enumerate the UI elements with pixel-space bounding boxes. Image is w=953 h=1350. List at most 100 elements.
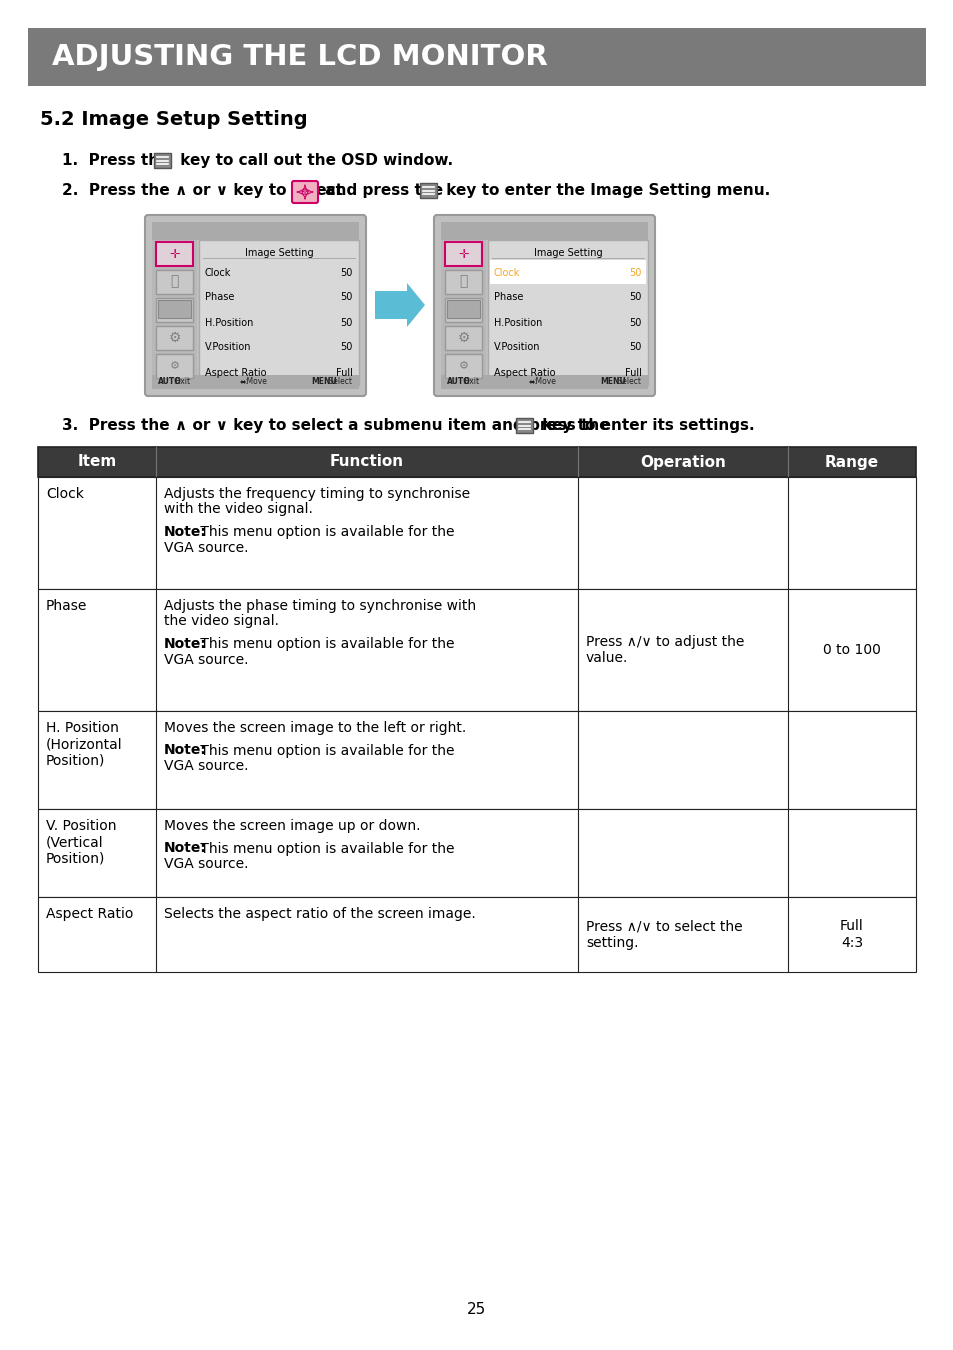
Text: Note:: Note: (164, 744, 207, 757)
Text: V.Position: V.Position (494, 343, 540, 352)
Bar (156, 325, 193, 350)
Text: V. Position
(Vertical
Position): V. Position (Vertical Position) (46, 819, 116, 865)
Text: VGA source.: VGA source. (164, 652, 248, 667)
Bar (447, 300, 479, 319)
Polygon shape (375, 284, 424, 327)
Text: MENU: MENU (599, 378, 625, 386)
Text: Phase: Phase (46, 599, 88, 613)
Text: 0 to 100: 0 to 100 (822, 643, 880, 657)
Bar (38, 896, 915, 972)
Text: Note:: Note: (164, 637, 207, 651)
Text: AUTO: AUTO (447, 378, 470, 386)
Bar (440, 375, 647, 389)
Text: key to call out the OSD window.: key to call out the OSD window. (174, 153, 453, 167)
Text: Full: Full (624, 367, 641, 378)
Bar (38, 711, 915, 809)
Text: H.Position: H.Position (494, 317, 542, 328)
Text: ⛹: ⛹ (458, 274, 467, 288)
Text: ⚙: ⚙ (168, 331, 180, 346)
Bar (156, 270, 193, 294)
Text: Aspect Ratio: Aspect Ratio (46, 907, 133, 921)
Text: ADJUSTING THE LCD MONITOR: ADJUSTING THE LCD MONITOR (52, 43, 547, 72)
Text: Image Setting: Image Setting (244, 248, 313, 258)
Bar (38, 589, 915, 711)
Text: ⚙: ⚙ (458, 360, 468, 371)
Text: 5.2 Image Setup Setting: 5.2 Image Setup Setting (40, 109, 307, 130)
Text: H.Position: H.Position (205, 317, 253, 328)
Text: This menu option is available for the: This menu option is available for the (196, 637, 455, 651)
Bar (38, 809, 915, 896)
Text: ⚙: ⚙ (456, 331, 469, 346)
Text: VGA source.: VGA source. (164, 540, 248, 555)
Bar (38, 477, 915, 589)
Text: 1.  Press the: 1. Press the (62, 153, 174, 167)
Text: 25: 25 (467, 1303, 486, 1318)
Bar (38, 447, 915, 477)
Text: Press ∧/∨ to adjust the
value.: Press ∧/∨ to adjust the value. (585, 634, 743, 666)
Text: Clock: Clock (494, 267, 519, 278)
Bar (444, 298, 481, 323)
Text: 3.  Press the ∧ or ∨ key to select a submenu item and press the: 3. Press the ∧ or ∨ key to select a subm… (62, 418, 615, 433)
Text: Range: Range (824, 455, 878, 470)
Text: Item: Item (77, 455, 116, 470)
Text: ⬌: ⬌ (240, 378, 246, 386)
Text: ⛹: ⛹ (171, 274, 178, 288)
FancyBboxPatch shape (434, 215, 655, 396)
Text: Operation: Operation (639, 455, 725, 470)
Text: 50: 50 (629, 343, 641, 352)
Text: AUTO: AUTO (158, 378, 182, 386)
Text: MENU: MENU (311, 378, 336, 386)
Bar (156, 298, 193, 323)
Bar (199, 240, 358, 385)
Text: VGA source.: VGA source. (164, 857, 248, 871)
Text: Note:: Note: (164, 525, 207, 539)
Text: 50: 50 (340, 317, 353, 328)
Text: Adjusts the frequency timing to synchronise: Adjusts the frequency timing to synchron… (164, 487, 470, 501)
Text: :Exit: :Exit (461, 378, 478, 386)
Bar (152, 375, 358, 389)
Text: Aspect Ratio: Aspect Ratio (205, 367, 266, 378)
Bar (516, 418, 533, 433)
Text: ⚙: ⚙ (170, 360, 179, 371)
Bar (490, 261, 645, 284)
Text: Clock: Clock (205, 267, 232, 278)
Text: 50: 50 (629, 293, 641, 302)
Text: VGA source.: VGA source. (164, 759, 248, 774)
Text: and press the: and press the (319, 184, 448, 198)
Text: Clock: Clock (46, 487, 84, 501)
Text: :Move: :Move (532, 378, 555, 386)
Text: Phase: Phase (494, 293, 523, 302)
Bar (156, 354, 193, 378)
Bar (444, 242, 481, 266)
Text: :Select: :Select (615, 378, 640, 386)
Text: :Exit: :Exit (173, 378, 191, 386)
Text: with the video signal.: with the video signal. (164, 502, 313, 517)
Text: This menu option is available for the: This menu option is available for the (196, 525, 455, 539)
Text: Adjusts the phase timing to synchronise with: Adjusts the phase timing to synchronise … (164, 599, 476, 613)
Text: Aspect Ratio: Aspect Ratio (494, 367, 555, 378)
Text: :Move: :Move (244, 378, 267, 386)
Bar (440, 221, 647, 240)
Text: :Select: :Select (326, 378, 352, 386)
Bar (153, 153, 171, 167)
Text: 2.  Press the ∧ or ∨ key to select: 2. Press the ∧ or ∨ key to select (62, 184, 348, 198)
Text: Full
4:3: Full 4:3 (840, 919, 863, 949)
Text: 50: 50 (340, 293, 353, 302)
Text: 50: 50 (340, 343, 353, 352)
Bar (444, 270, 481, 294)
Bar (156, 242, 193, 266)
FancyBboxPatch shape (292, 181, 317, 202)
Text: ✛: ✛ (457, 247, 468, 261)
Bar (444, 325, 481, 350)
Bar (152, 240, 196, 385)
Bar (152, 221, 358, 240)
Text: ✛: ✛ (169, 247, 179, 261)
Text: key to enter the Image Setting menu.: key to enter the Image Setting menu. (440, 184, 769, 198)
Text: the video signal.: the video signal. (164, 614, 278, 629)
Text: This menu option is available for the: This menu option is available for the (196, 841, 455, 856)
Bar (440, 240, 485, 385)
Text: Phase: Phase (205, 293, 234, 302)
Text: This menu option is available for the: This menu option is available for the (196, 744, 455, 757)
Text: 50: 50 (340, 267, 353, 278)
Text: 50: 50 (629, 267, 641, 278)
